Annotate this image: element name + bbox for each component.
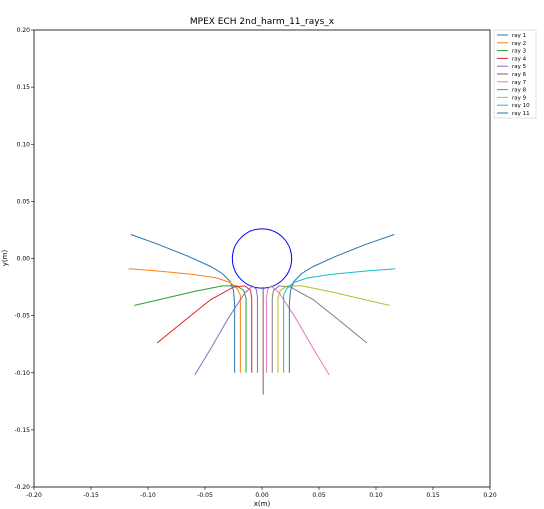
- y-tick-label: -0.15: [14, 427, 30, 434]
- y-tick-label: 0.10: [17, 141, 31, 148]
- y-tick-label: -0.05: [14, 313, 30, 320]
- series-line-ray-9: [277, 285, 390, 373]
- y-tick-label: 0.00: [17, 256, 31, 263]
- legend-label-ray-8: ray 8: [512, 88, 527, 94]
- legend-label-ray-11: ray 11: [512, 111, 530, 117]
- legend-label-ray-4: ray 4: [512, 56, 527, 62]
- y-tick-label: 0.05: [17, 198, 31, 205]
- legend-label-ray-10: ray 10: [512, 103, 530, 109]
- y-tick-label: 0.15: [17, 84, 31, 91]
- legend-label-ray-7: ray 7: [512, 80, 527, 86]
- x-tick-label: 0.05: [312, 492, 326, 499]
- series-line-ray-7: [266, 285, 330, 376]
- x-axis-ticks: -0.20 -0.15 -0.10 -0.05 0.00 0.05 0.10 0.15 0.20: [26, 487, 497, 499]
- series-layer: [128, 234, 396, 395]
- circle-layer: [231, 228, 293, 289]
- series-line-ray-4: [156, 285, 253, 373]
- series-line-ray-1: [130, 234, 236, 373]
- plasma-boundary-circle: [231, 228, 293, 289]
- y-tick-label: -0.10: [14, 370, 30, 377]
- y-axis-label: y(m): [1, 250, 9, 267]
- series-line-ray-8: [271, 285, 368, 373]
- x-tick-label: -0.20: [26, 492, 42, 499]
- y-tick-label: -0.20: [14, 484, 30, 491]
- x-tick-label: 0.00: [255, 492, 269, 499]
- series-line-ray-11: [288, 234, 395, 373]
- legend-label-ray-1: ray 1: [512, 33, 526, 39]
- y-tick-label: 0.20: [17, 27, 31, 34]
- chart-title: MPEX ECH 2nd_harm_11_rays_x: [190, 17, 335, 27]
- plot-area: [33, 29, 491, 488]
- x-tick-label: -0.05: [197, 492, 213, 499]
- series-line-ray-2: [128, 268, 241, 373]
- x-tick-label: -0.15: [83, 492, 99, 499]
- x-tick-label: 0.10: [369, 492, 383, 499]
- legend-label-ray-2: ray 2: [512, 41, 526, 47]
- legend-label-ray-3: ray 3: [512, 49, 527, 55]
- x-tick-label: -0.10: [140, 492, 156, 499]
- legend-label-ray-5: ray 5: [512, 64, 527, 70]
- x-axis-label: x(m): [254, 500, 271, 508]
- legend-label-ray-6: ray 6: [512, 72, 527, 78]
- y-axis-ticks: 0.20 0.15 0.10 0.05 0.00 -0.05 -0.10 -0.15 -0.20: [14, 27, 34, 491]
- series-line-ray-3: [134, 285, 247, 373]
- x-tick-label: 0.20: [483, 492, 497, 499]
- legend-label-ray-9: ray 9: [512, 95, 527, 101]
- series-line-ray-5: [194, 285, 258, 376]
- x-tick-label: 0.15: [426, 492, 440, 499]
